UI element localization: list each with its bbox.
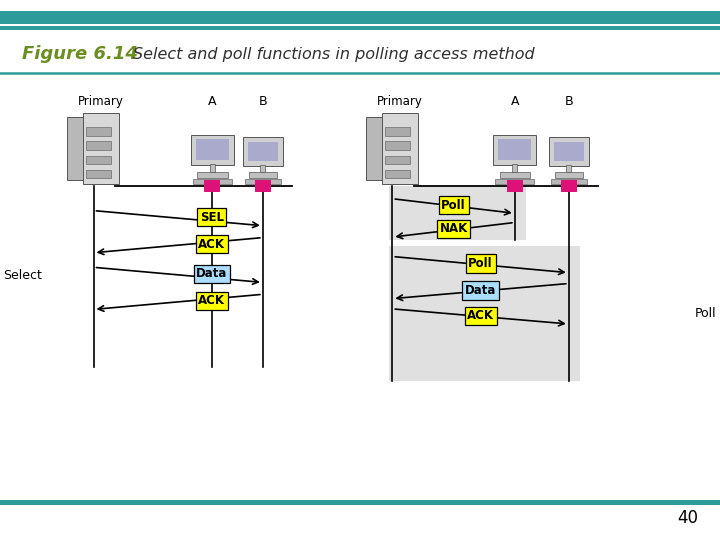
Bar <box>382 113 418 184</box>
Bar <box>385 156 410 164</box>
Bar <box>493 135 536 165</box>
Bar <box>196 139 229 160</box>
Text: NAK: NAK <box>439 222 468 235</box>
Bar <box>204 180 220 192</box>
Bar <box>507 180 523 192</box>
Bar <box>210 164 215 172</box>
Text: Figure 6.14: Figure 6.14 <box>22 45 138 63</box>
Bar <box>498 139 531 160</box>
Bar <box>248 141 278 161</box>
Bar <box>255 180 271 192</box>
Text: ACK: ACK <box>199 294 225 307</box>
Bar <box>86 156 111 164</box>
Bar <box>555 172 582 178</box>
Text: Data: Data <box>465 284 496 297</box>
Bar <box>500 172 530 178</box>
Bar <box>549 137 589 166</box>
Text: Primary: Primary <box>377 95 423 108</box>
Bar <box>86 170 111 178</box>
Bar <box>0 26 720 30</box>
Text: Primary: Primary <box>78 95 124 108</box>
Bar <box>191 135 234 165</box>
Text: Poll: Poll <box>695 307 716 320</box>
Text: A: A <box>208 95 217 108</box>
Bar <box>389 246 580 381</box>
Bar <box>389 186 526 240</box>
Bar <box>86 141 111 150</box>
Bar <box>193 179 232 184</box>
Text: SEL: SEL <box>200 211 224 224</box>
Bar <box>0 500 720 505</box>
Text: B: B <box>564 95 573 108</box>
Bar <box>86 127 111 136</box>
Bar <box>495 179 534 184</box>
Bar <box>245 179 281 184</box>
Bar <box>385 141 410 150</box>
Bar <box>567 165 571 172</box>
Bar <box>197 172 228 178</box>
Bar <box>554 141 584 161</box>
Bar <box>551 179 587 184</box>
Bar <box>385 170 410 178</box>
Text: A: A <box>510 95 519 108</box>
Bar <box>84 113 119 184</box>
Bar <box>261 165 265 172</box>
Bar <box>0 11 720 24</box>
Text: Poll: Poll <box>441 199 466 212</box>
Bar <box>561 180 577 192</box>
Text: Select and poll functions in polling access method: Select and poll functions in polling acc… <box>133 46 535 62</box>
Text: ACK: ACK <box>467 309 494 322</box>
Bar <box>385 127 410 136</box>
Bar <box>366 117 402 180</box>
Text: ACK: ACK <box>199 238 225 251</box>
Text: Select: Select <box>4 269 42 282</box>
Bar <box>243 137 282 166</box>
Bar <box>67 117 103 180</box>
Bar <box>512 164 518 172</box>
Bar <box>249 172 276 178</box>
Text: Data: Data <box>196 267 228 280</box>
Text: Poll: Poll <box>468 257 493 270</box>
Text: B: B <box>258 95 267 108</box>
Text: 40: 40 <box>678 509 698 528</box>
